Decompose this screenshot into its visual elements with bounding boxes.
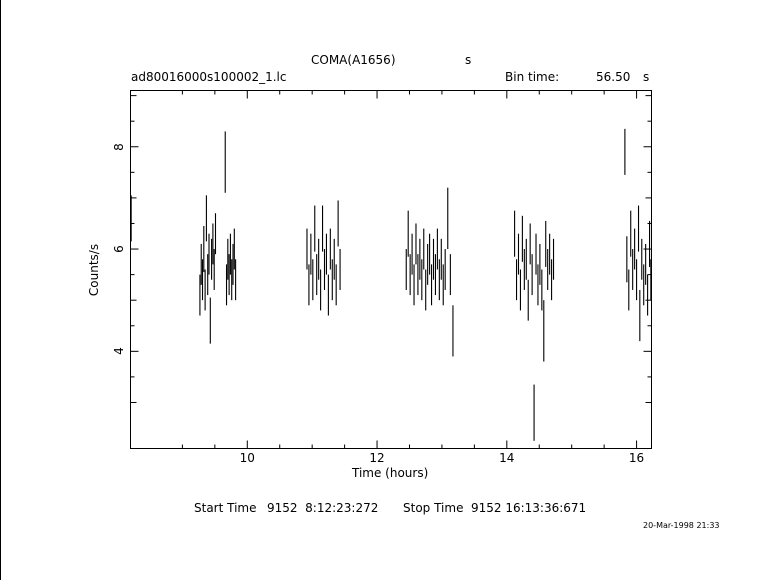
stop-time-value: 9152 16:13:36:671 <box>471 501 587 515</box>
y-axis-ticks <box>130 95 652 403</box>
start-time-value: 9152 8:12:23:272 <box>267 501 379 515</box>
bin-time-value: 56.50 <box>596 70 631 84</box>
x-tick-label: 14 <box>499 451 515 465</box>
chart-title-suffix: s <box>465 53 472 67</box>
start-time-label: Start Time <box>194 501 257 515</box>
x-axis-label: Time (hours) <box>352 466 429 480</box>
timestamp: 20-Mar-1998 21:33 <box>643 521 720 530</box>
x-tick-label: 16 <box>628 451 645 465</box>
y-axis-label: Counts/s <box>87 243 101 297</box>
x-tick-label: 10 <box>239 451 255 465</box>
data-points <box>130 128 652 441</box>
file-name-label: ad80016000s100002_1.lc <box>131 70 287 84</box>
plot-frame <box>130 90 652 449</box>
y-tick-label: 8 <box>112 142 126 151</box>
stop-time-label: Stop Time <box>403 501 464 515</box>
y-tick-label: 6 <box>112 245 126 253</box>
x-tick-label: 12 <box>369 451 385 465</box>
x-axis-ticks <box>181 90 638 449</box>
bin-time-label: Bin time: <box>505 70 560 84</box>
chart-title: COMA(A1656) <box>311 53 396 67</box>
bin-time-unit: s <box>643 70 650 84</box>
y-tick-label: 4 <box>112 347 126 356</box>
